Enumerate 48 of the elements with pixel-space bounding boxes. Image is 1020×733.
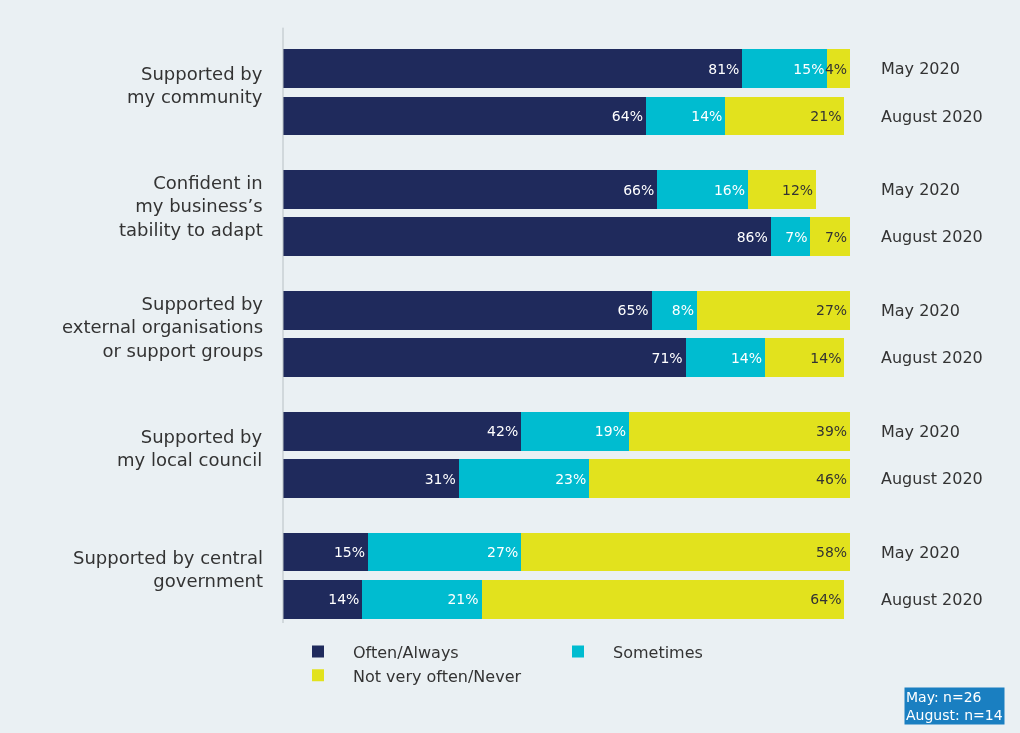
data-label: 66% — [623, 181, 655, 198]
legend-label: Sometimes — [613, 642, 703, 662]
y-tick-label: August 2020 — [881, 106, 983, 126]
data-label: 15% — [793, 60, 825, 77]
data-label: 14% — [810, 349, 842, 366]
data-label: 14% — [328, 591, 360, 608]
data-label: 16% — [713, 181, 746, 198]
text: Confident in my business’s tability to adapt — [119, 172, 263, 240]
data-label: 14% — [691, 108, 723, 125]
data-label: 19% — [594, 423, 626, 440]
y-tick-label: May 2020 — [881, 421, 960, 441]
y-tick-label: August 2020 — [881, 469, 983, 489]
data-label: 8% — [671, 302, 695, 319]
y-tick-label: May 2020 — [881, 300, 960, 320]
data-label: 64% — [611, 108, 643, 125]
y-tick-label: May 2020 — [881, 542, 960, 562]
data-label: 86% — [736, 228, 768, 245]
text: May: n=26 August: n=14 — [906, 689, 1003, 724]
data-label: 7% — [785, 228, 808, 245]
y-tick-label: August 2020 — [881, 227, 983, 247]
text: Supported by my community — [127, 63, 263, 108]
data-label: 81% — [708, 60, 740, 77]
data-label: 42% — [487, 423, 519, 440]
y-tick-label: August 2020 — [881, 348, 983, 368]
data-label: 15% — [333, 543, 366, 560]
data-label: 21% — [810, 108, 842, 125]
text: Supported by my local council — [117, 426, 263, 471]
y-tick-label: August 2020 — [881, 589, 983, 609]
legend-label: Often/Always — [353, 642, 459, 662]
data-label: 31% — [424, 470, 456, 487]
text: Supported by central government — [73, 547, 264, 592]
data-label: 23% — [555, 470, 587, 487]
y-tick-label: May 2020 — [881, 180, 960, 200]
data-label: 58% — [816, 543, 848, 560]
data-label: 65% — [617, 302, 649, 319]
text: Supported by external organisations or support groups — [62, 293, 264, 361]
data-label: 39% — [816, 423, 848, 440]
data-label: 12% — [781, 181, 814, 198]
legend-label: Not very often/Never — [353, 666, 522, 686]
data-label: 21% — [447, 591, 479, 608]
data-label: 46% — [816, 470, 848, 487]
data-label: 7% — [824, 228, 848, 245]
y-tick-label: May 2020 — [881, 59, 960, 79]
data-label: 64% — [810, 591, 842, 608]
data-label: 71% — [651, 349, 683, 366]
data-label: 27% — [487, 543, 519, 560]
data-label: 14% — [730, 349, 763, 366]
data-label: 27% — [816, 302, 848, 319]
